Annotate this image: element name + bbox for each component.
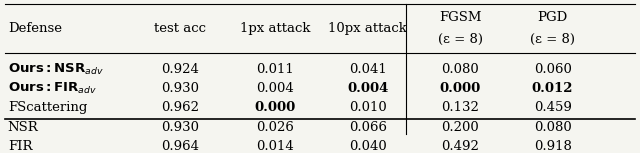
Text: 0.012: 0.012	[532, 82, 573, 95]
Text: 0.000: 0.000	[440, 82, 481, 95]
Text: 0.000: 0.000	[255, 101, 296, 114]
Text: 0.080: 0.080	[442, 63, 479, 76]
Text: 0.964: 0.964	[161, 140, 199, 153]
Text: 0.010: 0.010	[349, 101, 387, 114]
Text: 0.918: 0.918	[534, 140, 572, 153]
Text: 0.040: 0.040	[349, 140, 387, 153]
Text: FIR: FIR	[8, 140, 32, 153]
Text: 0.200: 0.200	[442, 121, 479, 134]
Text: FGSM: FGSM	[439, 11, 481, 24]
Text: 0.011: 0.011	[257, 63, 294, 76]
Text: 0.060: 0.060	[534, 63, 572, 76]
Text: (ε = 8): (ε = 8)	[438, 33, 483, 46]
Text: 0.962: 0.962	[161, 101, 199, 114]
Text: Defense: Defense	[8, 22, 62, 35]
Text: 10px attack: 10px attack	[328, 22, 407, 35]
Text: (ε = 8): (ε = 8)	[530, 33, 575, 46]
Text: test acc: test acc	[154, 22, 206, 35]
Text: 0.014: 0.014	[257, 140, 294, 153]
Text: 0.492: 0.492	[441, 140, 479, 153]
Text: 0.004: 0.004	[257, 82, 294, 95]
Text: $\mathbf{Ours: FIR}_{adv}$: $\mathbf{Ours: FIR}_{adv}$	[8, 80, 97, 96]
Text: NSR: NSR	[8, 121, 38, 134]
Text: 0.080: 0.080	[534, 121, 572, 134]
Text: 0.924: 0.924	[161, 63, 199, 76]
Text: 0.930: 0.930	[161, 121, 199, 134]
Text: 0.004: 0.004	[347, 82, 388, 95]
Text: 0.459: 0.459	[534, 101, 572, 114]
Text: FScattering: FScattering	[8, 101, 87, 114]
Text: 0.066: 0.066	[349, 121, 387, 134]
Text: 1px attack: 1px attack	[240, 22, 310, 35]
Text: 0.026: 0.026	[257, 121, 294, 134]
Text: $\mathbf{Ours: NSR}_{adv}$: $\mathbf{Ours: NSR}_{adv}$	[8, 62, 104, 77]
Text: 0.930: 0.930	[161, 82, 199, 95]
Text: PGD: PGD	[538, 11, 568, 24]
Text: 0.132: 0.132	[441, 101, 479, 114]
Text: 0.041: 0.041	[349, 63, 387, 76]
